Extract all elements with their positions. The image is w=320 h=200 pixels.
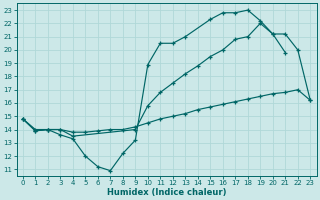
X-axis label: Humidex (Indice chaleur): Humidex (Indice chaleur) — [107, 188, 226, 197]
